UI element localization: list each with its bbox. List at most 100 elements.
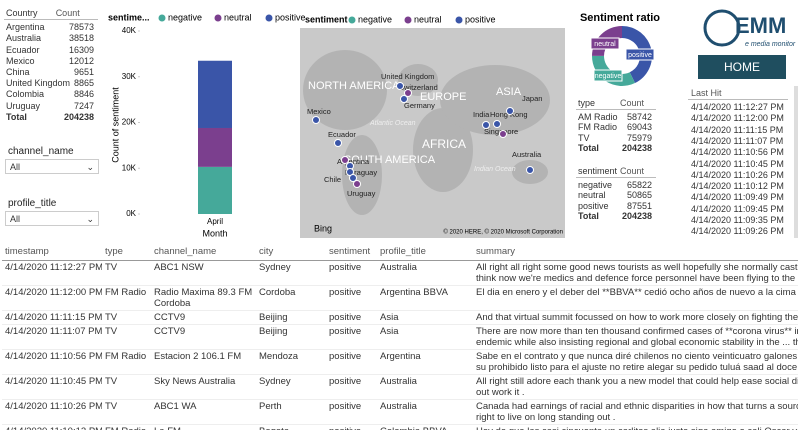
map-label: EUROPE [420, 91, 466, 103]
chevron: ⌄ [86, 162, 94, 172]
cell: 58742 [626, 111, 652, 122]
cell: Sydney [256, 260, 326, 286]
legend-swatch [265, 14, 273, 22]
map-point [341, 156, 349, 164]
cell: 204238 [621, 143, 652, 153]
cell: 4/14/2020 11:10:56 PM [2, 349, 102, 375]
cell: positive [326, 324, 377, 350]
slicer-dropdown[interactable]: All ⌄ [5, 211, 99, 226]
cell: Total [578, 143, 599, 153]
map-point [506, 107, 514, 115]
summary-cell: All right still adore each thank you a n… [473, 374, 798, 400]
summary-line: Hoy de que las casi cincuenta un carlito… [476, 426, 798, 430]
summary-line: think now we're medics and defence force… [476, 273, 798, 284]
map-credit: © 2020 HERE, © 2020 Microsoft Corporatio… [443, 229, 563, 236]
list-item: 4/14/2020 11:10:26 PM [691, 169, 784, 180]
legend-swatch [348, 16, 356, 24]
cell: 7247 [73, 100, 94, 111]
column-header: channel_name [151, 245, 256, 261]
list-item: 4/14/2020 11:12:00 PM [691, 113, 784, 124]
slicer-label: channel_name [8, 146, 74, 157]
cell: 4/14/2020 11:12:27 PM [2, 260, 102, 286]
cell: TV [102, 374, 151, 400]
map-label: Mexico [307, 107, 331, 116]
list-header: Last Hit [691, 88, 722, 98]
slicer-dropdown[interactable]: All ⌄ [5, 159, 99, 174]
header-row: timestamp type channel_name city sentiment pr… [2, 245, 798, 261]
cell: Mexico [6, 55, 35, 66]
logo-globe [703, 9, 741, 47]
cell: 8846 [73, 89, 94, 100]
cell: Total [578, 211, 599, 221]
summary-line: Canada had earnings of racial and ethnic… [476, 401, 798, 412]
list-item: 4/14/2020 11:09:45 PM [691, 203, 784, 214]
map-point [499, 130, 507, 138]
cell: Asia [377, 310, 473, 325]
legend-title: sentiment [305, 14, 348, 24]
list-item: 4/14/2020 11:11:07 PM [691, 135, 784, 146]
cell: neutral [578, 190, 606, 200]
cell: United Kingdom [6, 78, 71, 89]
cell: positive [326, 349, 377, 375]
y-tick-label: 30K [122, 72, 137, 81]
landmass [398, 64, 438, 96]
map-label: Chile [324, 175, 341, 184]
summary-line: All right all right some good news touri… [476, 262, 798, 273]
header-rule [576, 108, 656, 110]
donut-label: positive [628, 52, 652, 59]
cell: 78573 [68, 22, 94, 33]
summary-table: sentiment Count negative 65822 neutral 50865 p… [576, 166, 656, 223]
cell: La FM [151, 424, 256, 430]
landmass [440, 65, 550, 135]
map-label: Argentina [337, 157, 370, 166]
cell: Country [6, 8, 38, 18]
logo-name: EMM [735, 13, 786, 38]
donut-segment [622, 26, 653, 84]
map-label: Japan [522, 94, 542, 103]
map-point [353, 180, 361, 188]
cell: 75979 [626, 132, 652, 143]
cell: Asia [377, 324, 473, 350]
cell: CCTV9 [151, 310, 256, 325]
bar-segment [198, 60, 232, 128]
map-label: SOUTH AMERICA [344, 154, 436, 166]
cell: Count [55, 8, 80, 18]
map-label: India [473, 110, 490, 119]
cell: Sydney [256, 374, 326, 400]
cell: 65822 [626, 179, 652, 190]
summary-line: endemic while also insisting regional an… [476, 337, 798, 348]
list-item: 4/14/2020 11:10:12 PM [691, 181, 784, 192]
legend-swatch [214, 14, 222, 22]
cell: Estacion 2 106.1 FM [151, 349, 256, 375]
slicer-label: profile_title [8, 198, 57, 209]
map-point [334, 139, 342, 147]
home-button[interactable]: HOME [698, 55, 786, 79]
cell: 87551 [626, 200, 652, 211]
y-tick-label: 40K [122, 26, 137, 35]
cell: type [578, 98, 596, 108]
table-row: 4/14/2020 11:11:07 PM TV CCTV9 Beijing posit… [2, 324, 798, 350]
summary-line: Sabe en el contrato y que nunca diré chi… [476, 351, 798, 362]
map-point [526, 166, 534, 174]
cell: Australia [377, 399, 473, 425]
map-point [312, 116, 320, 124]
cell: Ecuador [6, 44, 40, 55]
cell: 8865 [73, 78, 94, 89]
chevron: ⌄ [86, 214, 94, 224]
cell: Colombia BBVA [377, 424, 473, 430]
column-header: timestamp [2, 245, 102, 261]
summary-line: right to live on long standing out . [476, 412, 616, 423]
summary-table: Country Count Argentina 78573 Australia 38518… [4, 8, 98, 124]
summary-table: type Count AM Radio 58742 FM Radio 69043 TV 759… [576, 98, 656, 155]
map-label: Paraguay [345, 168, 377, 177]
cell: positive [326, 260, 377, 286]
landmass [303, 50, 387, 130]
cell: negative [578, 179, 613, 190]
cell: Australia [377, 374, 473, 400]
cell: Uruguay [6, 100, 41, 111]
map-brand: Bing [314, 223, 332, 233]
last-hit-list: Last Hit 4/14/2020 11:12:27 PM 4/14/2020 1… [688, 86, 798, 238]
header-rule [576, 176, 656, 178]
x-axis-title: Month [202, 228, 227, 238]
